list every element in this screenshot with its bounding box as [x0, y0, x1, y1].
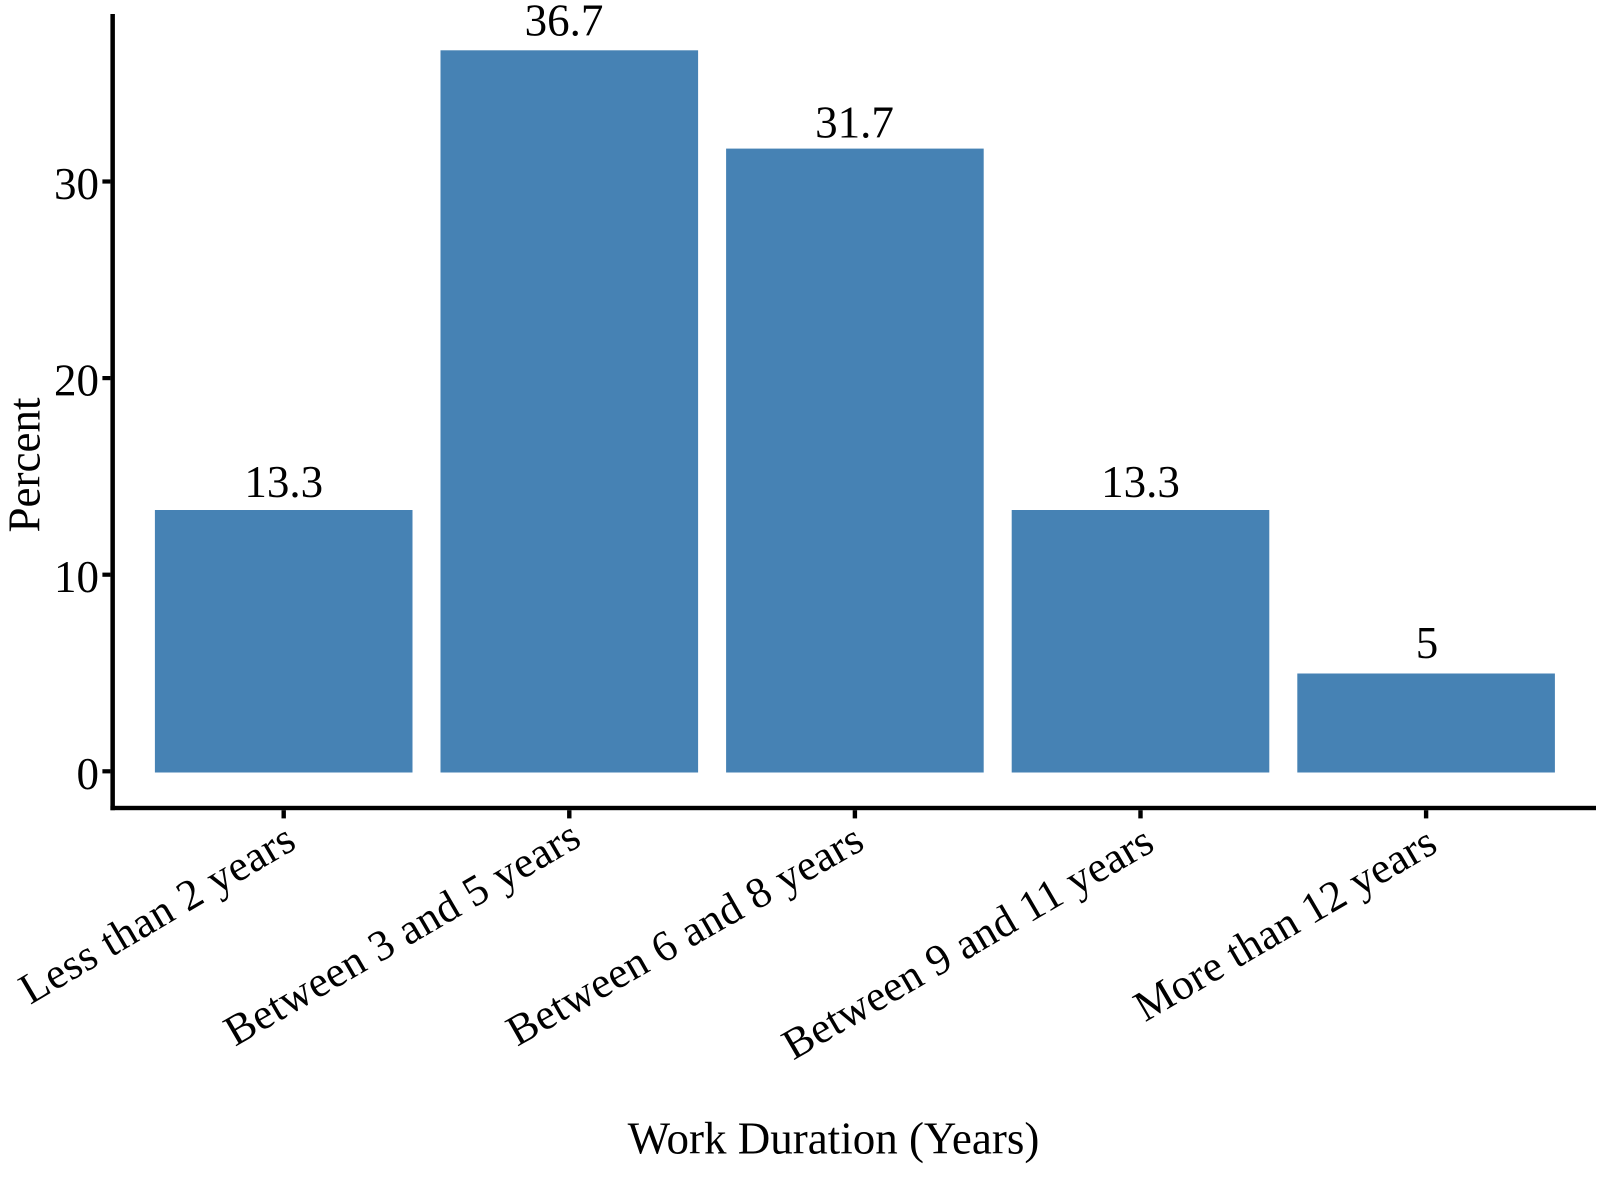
svg-text:36.7: 36.7: [525, 0, 604, 46]
svg-text:Percent: Percent: [0, 397, 50, 532]
svg-text:20: 20: [54, 356, 99, 406]
svg-text:Work Duration (Years): Work Duration (Years): [628, 1114, 1040, 1164]
svg-text:13.3: 13.3: [1101, 457, 1180, 507]
svg-text:30: 30: [54, 159, 99, 209]
svg-text:0: 0: [77, 749, 100, 799]
svg-text:13.3: 13.3: [244, 457, 323, 507]
svg-text:5: 5: [1416, 618, 1439, 668]
svg-text:10: 10: [54, 552, 99, 602]
svg-text:31.7: 31.7: [815, 98, 894, 148]
